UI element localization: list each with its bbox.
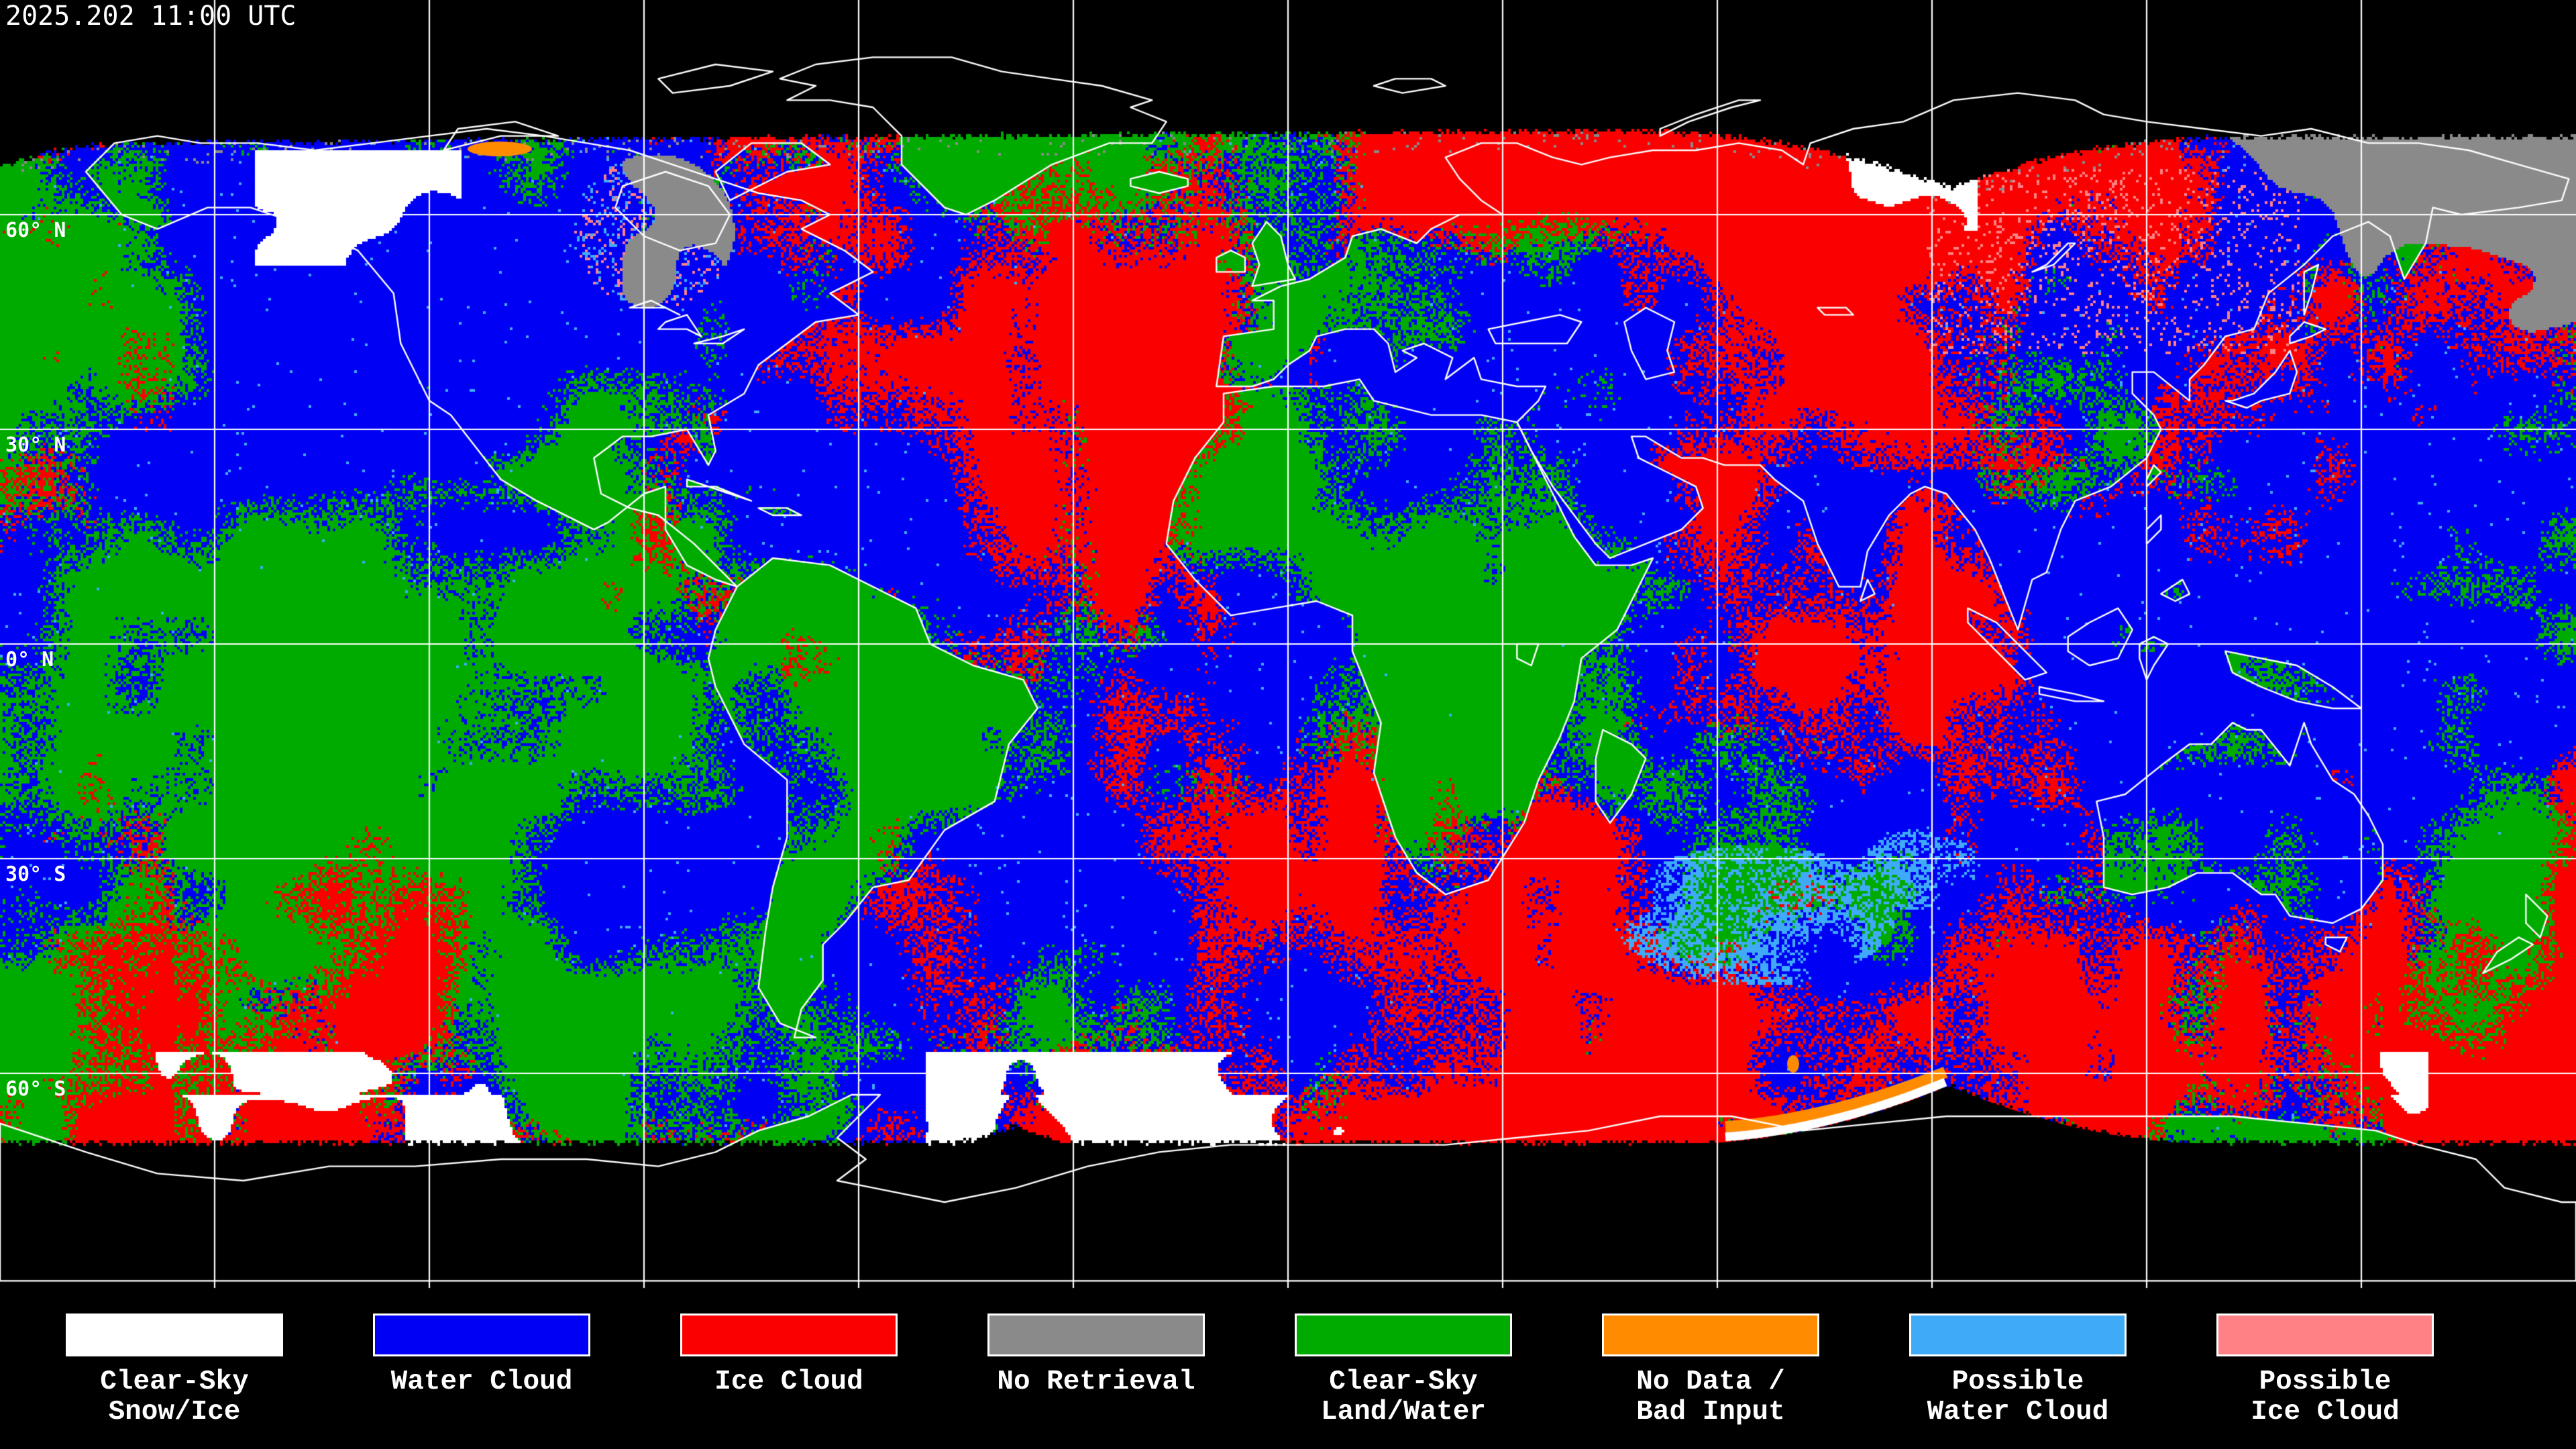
legend-swatch <box>1602 1313 1819 1356</box>
legend-swatch <box>66 1313 283 1356</box>
legend-label: Ice Cloud <box>714 1366 863 1397</box>
legend-label: Clear-Sky Snow/Ice <box>100 1366 249 1428</box>
latitude-label: 60° S <box>5 1077 66 1101</box>
legend-label: Possible Ice Cloud <box>2251 1366 2400 1428</box>
legend-label: No Retrieval <box>997 1366 1195 1397</box>
legend-item: No Data / Bad Input <box>1602 1313 1909 1428</box>
legend-item: Ice Cloud <box>680 1313 987 1428</box>
legend-item: Possible Water Cloud <box>1909 1313 2216 1428</box>
legend-item: Clear-Sky Land/Water <box>1295 1313 1602 1428</box>
legend-item: No Retrieval <box>987 1313 1295 1428</box>
legend-item: Possible Ice Cloud <box>2216 1313 2524 1428</box>
legend-label: No Data / Bad Input <box>1636 1366 1785 1428</box>
legend-label: Possible Water Cloud <box>1927 1366 2109 1428</box>
latitude-label: 30° S <box>5 863 66 886</box>
legend-item: Clear-Sky Snow/Ice <box>66 1313 373 1428</box>
legend-label: Water Cloud <box>390 1366 573 1397</box>
legend-swatch <box>680 1313 898 1356</box>
legend-swatch <box>1295 1313 1512 1356</box>
legend-item: Water Cloud <box>373 1313 680 1428</box>
legend-swatch <box>373 1313 590 1356</box>
latitude-label: 0° N <box>5 648 54 672</box>
legend-swatch <box>1909 1313 2127 1356</box>
legend-swatch <box>2216 1313 2434 1356</box>
legend-swatch <box>987 1313 1205 1356</box>
latitude-label: 30° N <box>5 433 66 457</box>
legend-label: Clear-Sky Land/Water <box>1320 1366 1487 1428</box>
latitude-label: 60° N <box>5 219 66 242</box>
legend-bar: Clear-Sky Snow/Ice Water Cloud Ice Cloud No… <box>0 1313 2576 1428</box>
timestamp-label: 2025.202 11:00 UTC <box>5 1 297 32</box>
